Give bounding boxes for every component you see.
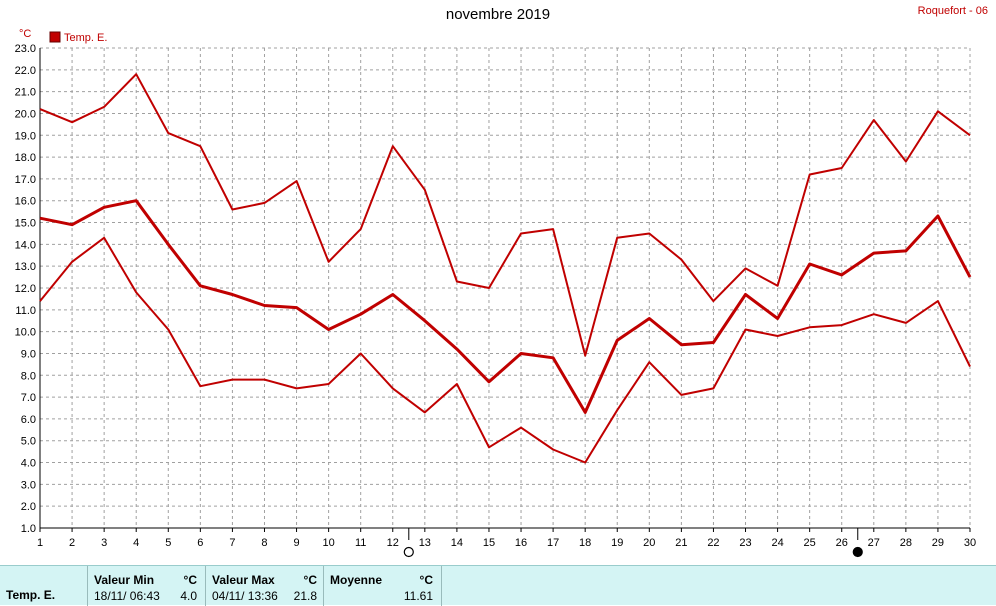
- x-tick-label: 14: [451, 537, 463, 549]
- stats-min-cell: Valeur Min °C 18/11/ 06:43 4.0: [88, 566, 206, 606]
- x-tick-label: 8: [261, 537, 267, 549]
- y-tick-label: 21.0: [15, 87, 36, 99]
- y-tick-label: 3.0: [21, 479, 36, 491]
- y-tick-label: 14.0: [15, 239, 36, 251]
- y-unit-label: °C: [19, 28, 31, 40]
- x-tick-label: 9: [293, 537, 299, 549]
- legend-label: Temp. E.: [64, 32, 107, 44]
- x-tick-label: 12: [387, 537, 399, 549]
- max-unit: °C: [303, 573, 317, 587]
- x-tick-label: 18: [579, 537, 591, 549]
- y-tick-label: 2.0: [21, 501, 36, 513]
- x-tick-label: 3: [101, 537, 107, 549]
- stats-label-cell: Temp. E.: [0, 566, 88, 606]
- x-tick-label: 11: [355, 537, 366, 549]
- x-tick-label: 28: [900, 537, 912, 549]
- stats-max-cell: Valeur Max °C 04/11/ 13:36 21.8: [206, 566, 324, 606]
- y-tick-label: 8.0: [21, 370, 36, 382]
- y-tick-label: 17.0: [15, 174, 36, 186]
- stats-panel: Temp. E. Valeur Min °C 18/11/ 06:43 4.0 …: [0, 565, 996, 606]
- y-tick-label: 9.0: [21, 348, 36, 360]
- x-tick-label: 24: [771, 537, 783, 549]
- x-tick-label: 16: [515, 537, 527, 549]
- station-name: Roquefort - 06: [917, 5, 988, 17]
- x-tick-label: 21: [675, 537, 687, 549]
- y-tick-label: 1.0: [21, 523, 36, 535]
- y-tick-label: 6.0: [21, 414, 36, 426]
- x-tick-label: 13: [419, 537, 431, 549]
- min-unit: °C: [183, 573, 197, 587]
- stats-series-label: Temp. E.: [6, 588, 56, 602]
- series-line-max: [39, 73, 971, 357]
- x-tick-label: 6: [197, 537, 203, 549]
- y-tick-label: 12.0: [15, 283, 36, 295]
- x-tick-label: 15: [483, 537, 495, 549]
- temperature-chart: 1.0 2.0 3.0 4.0 5.0 6.0 7.0 8.0 9.0 10.0 11.0 12.0 1…: [15, 28, 976, 558]
- series-line-min: [39, 236, 971, 464]
- mean-value: 11.61: [403, 589, 433, 603]
- x-tick-label: 7: [229, 537, 235, 549]
- mean-label: Moyenne: [330, 573, 383, 587]
- y-tick-label: 13.0: [15, 261, 36, 273]
- chart-title: novembre 2019: [445, 6, 551, 23]
- y-tick-label: 19.0: [15, 130, 36, 142]
- x-tick-label: 30: [964, 537, 976, 549]
- x-tick-label: 5: [165, 537, 171, 549]
- series-line-mean: [39, 199, 972, 414]
- mean-unit: °C: [419, 573, 433, 587]
- full-moon-icon: [852, 546, 863, 558]
- first-quarter-moon-icon: [403, 546, 414, 558]
- x-tick-label: 2: [69, 537, 75, 549]
- y-tick-label: 7.0: [21, 392, 36, 404]
- legend-swatch: [49, 31, 61, 43]
- stats-mean-cell: Moyenne °C 11.61: [324, 566, 442, 606]
- min-date: 18/11/ 06:43: [94, 589, 160, 603]
- y-tick-label: 20.0: [15, 108, 36, 120]
- x-tick-label: 1: [37, 537, 43, 549]
- y-tick-label: 15.0: [15, 218, 36, 230]
- max-date: 04/11/ 13:36: [212, 589, 278, 603]
- y-tick-label: 10.0: [15, 327, 36, 339]
- y-tick-label: 18.0: [15, 152, 36, 164]
- max-value: 21.8: [293, 589, 317, 603]
- x-tick-label: 25: [804, 537, 816, 549]
- y-tick-label: 11.0: [15, 305, 36, 317]
- y-tick-label: 4.0: [21, 458, 36, 470]
- x-tick-label: 19: [611, 537, 623, 549]
- x-tick-label: 17: [547, 537, 559, 549]
- y-tick-label: 23.0: [15, 43, 36, 55]
- x-tick-label: 26: [836, 537, 848, 549]
- x-tick-label: 23: [739, 537, 751, 549]
- x-tick-label: 20: [643, 537, 655, 549]
- y-tick-label: 16.0: [15, 196, 36, 208]
- x-tick-label: 27: [868, 537, 880, 549]
- x-tick-label: 22: [707, 537, 719, 549]
- y-tick-label: 22.0: [15, 65, 36, 77]
- min-value: 4.0: [180, 589, 197, 603]
- min-label: Valeur Min: [94, 573, 155, 587]
- y-tick-label: 5.0: [21, 436, 36, 448]
- x-tick-label: 29: [932, 537, 944, 549]
- x-tick-label: 4: [133, 537, 139, 549]
- max-label: Valeur Max: [212, 573, 275, 587]
- x-tick-label: 10: [322, 537, 334, 549]
